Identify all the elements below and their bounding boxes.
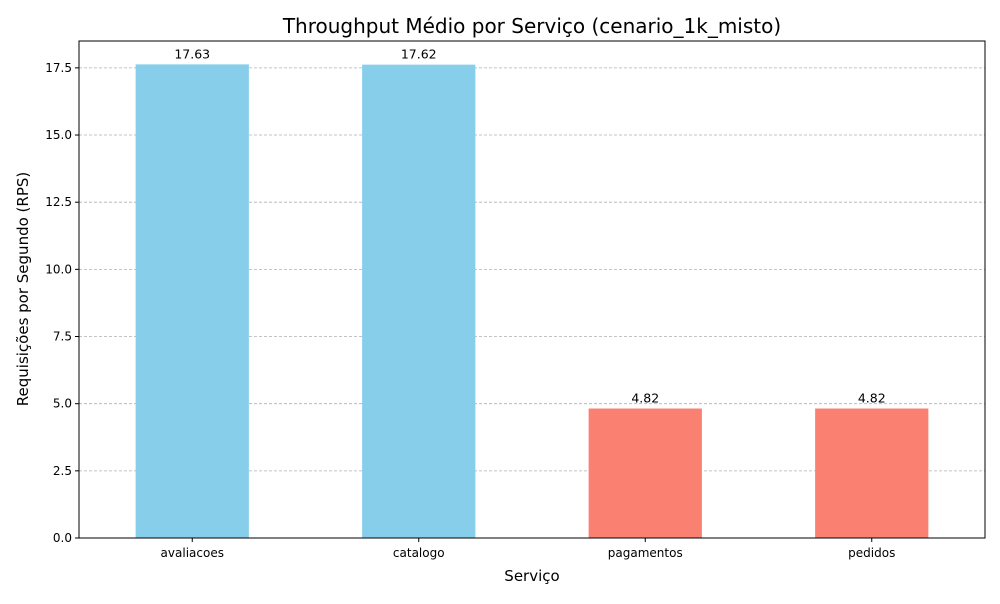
y-tick-label: 10.0: [45, 262, 72, 276]
y-tick-label: 15.0: [45, 128, 72, 142]
y-tick-label: 7.5: [53, 330, 72, 344]
bar-pedidos: [815, 408, 929, 538]
x-tick-label: pedidos: [848, 546, 895, 560]
y-tick-label: 2.5: [53, 464, 72, 478]
x-tick-label: avaliacoes: [161, 546, 224, 560]
y-axis-title: Requisições por Segundo (RPS): [14, 172, 32, 406]
plot-frame: [78, 40, 986, 539]
x-tick-label: pagamentos: [608, 546, 683, 560]
data-label: 17.63: [174, 46, 210, 61]
data-label: 4.82: [858, 391, 886, 406]
x-axis-title: Serviço: [504, 567, 559, 585]
bar-pagamentos: [588, 408, 702, 538]
y-tick-label: 0.0: [53, 531, 72, 545]
x-tick-label: catalogo: [393, 546, 445, 560]
y-tick-label: 17.5: [45, 61, 72, 75]
bar-catalogo: [362, 64, 476, 538]
bar-avaliacoes: [135, 64, 249, 538]
data-label: 17.62: [401, 47, 437, 62]
y-tick-label: 12.5: [45, 195, 72, 209]
chart-title: Throughput Médio por Serviço (cenario_1k…: [282, 14, 781, 38]
y-tick-label: 5.0: [53, 397, 72, 411]
data-label: 4.82: [631, 391, 659, 406]
